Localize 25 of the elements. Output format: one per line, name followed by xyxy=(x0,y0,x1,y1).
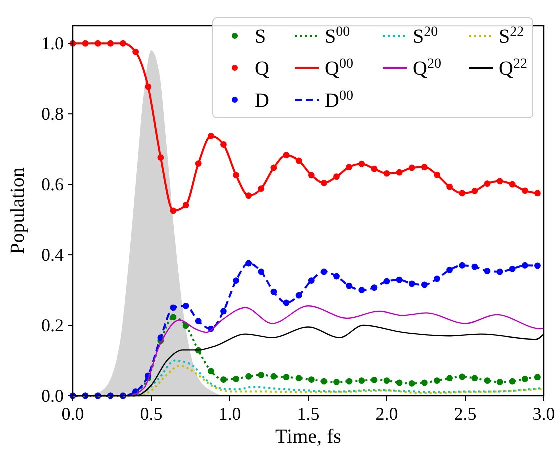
legend-label: S$^{22}$ xyxy=(499,24,524,48)
x-tick-label: 0.5 xyxy=(140,404,163,424)
y-tick-label: 0.0 xyxy=(42,386,64,406)
x-tick-label: 0.0 xyxy=(62,404,84,424)
legend-label: D xyxy=(255,90,270,112)
x-tick-label: 1.5 xyxy=(297,404,320,424)
x-tick-label: 2.0 xyxy=(376,404,398,424)
legend-label: Q xyxy=(255,58,270,80)
legend-label: S$^{00}$ xyxy=(325,24,350,48)
legend-label: Q$^{20}$ xyxy=(413,56,442,80)
legend-label: Q$^{00}$ xyxy=(325,56,354,80)
y-tick-label: 0.6 xyxy=(42,174,64,195)
legend-label: S$^{20}$ xyxy=(413,24,438,48)
y-tick-label: 1.0 xyxy=(42,34,64,54)
y-axis-title: Population xyxy=(7,168,29,254)
y-tick-label: 0.8 xyxy=(42,104,64,124)
y-tick-label: 0.2 xyxy=(42,316,64,336)
legend-label: Q$^{22}$ xyxy=(499,56,528,80)
x-tick-label: 1.0 xyxy=(218,404,242,424)
y-tick-label: 0.4 xyxy=(42,245,64,266)
x-tick-label: 2.5 xyxy=(454,404,477,424)
x-tick-label: 3.0 xyxy=(532,404,556,424)
x-axis-title: Time, fs xyxy=(276,426,342,448)
legend-label: S xyxy=(255,26,266,48)
legend-label: D$^{00}$ xyxy=(325,88,354,112)
